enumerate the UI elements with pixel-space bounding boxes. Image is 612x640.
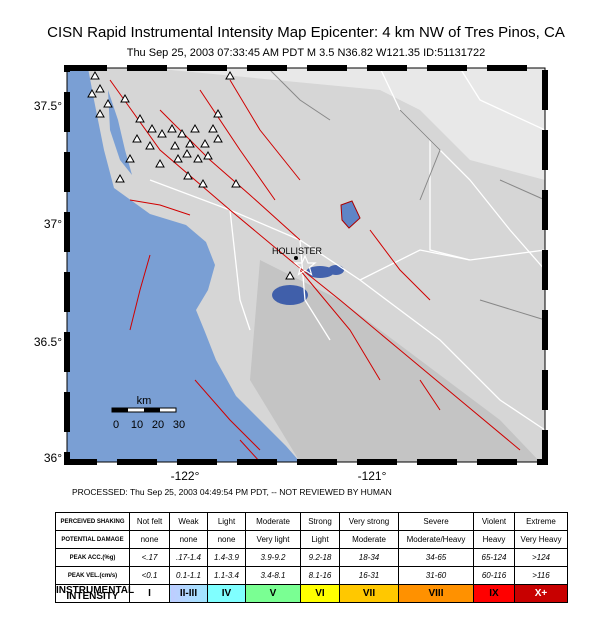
table-cell: .17-1.4 (169, 548, 208, 567)
table-cell: 18-34 (339, 548, 399, 567)
subtitle: Thu Sep 25, 2003 07:33:45 AM PDT M 3.5 N… (127, 47, 486, 59)
table-cell: II-III (169, 584, 208, 603)
table-cell: 3.9-9.2 (245, 548, 301, 567)
map-figure: CISN Rapid Instrumental Intensity Map Ep… (34, 24, 565, 497)
longitude-label: -121° (358, 469, 387, 483)
table-cell: I (129, 584, 170, 603)
table-cell: Light (207, 512, 246, 531)
table-cell: Very strong (339, 512, 399, 531)
table-cell: 34-65 (398, 548, 474, 567)
table-cell: 9.2-18 (300, 548, 340, 567)
row-header: PEAK ACC.(%g) (55, 548, 130, 567)
latitude-label: 37° (44, 217, 62, 231)
table-cell: Heavy (473, 530, 515, 549)
table-cell: 31-60 (398, 566, 474, 585)
table-cell: VII (339, 584, 399, 603)
table-cell: <0.1 (129, 566, 170, 585)
table-cell: Moderate (339, 530, 399, 549)
table-cell: 8.1-16 (300, 566, 340, 585)
table-cell: none (207, 530, 246, 549)
scale-tick-label: 20 (152, 419, 164, 431)
table-cell: Not felt (129, 512, 170, 531)
table-cell: 1.4-3.9 (207, 548, 246, 567)
table-cell: VI (300, 584, 340, 603)
table-row: PERCEIVED SHAKING Not felt Weak Light Modera… (55, 512, 568, 531)
table-cell: >124 (514, 548, 568, 567)
table-row: POTENTIAL DAMAGE none none none Very light Li… (55, 530, 568, 549)
table-cell: Moderate (245, 512, 301, 531)
table-row: INSTRUMENTAL INTENSITY I II-III IV V VI VII VII… (55, 584, 568, 603)
table-cell: Light (300, 530, 340, 549)
table-row: PEAK ACC.(%g) <.17.17-1.4 1.4-3.9 3.9-9.2 9.… (55, 548, 568, 567)
latitude-label: 37.5° (34, 99, 62, 113)
scale-bar: km 0 10 20 30 (111, 395, 185, 431)
table-cell: 3.4-8.1 (245, 566, 301, 585)
processed-note: PROCESSED: Thu Sep 25, 2003 04:49:54 PM … (72, 487, 392, 497)
row-header: PERCEIVED SHAKING (55, 512, 130, 531)
table-cell: >116 (514, 566, 568, 585)
row-header: PEAK VEL.(cm/s) (55, 566, 130, 585)
scale-tick-label: 30 (173, 419, 185, 431)
table-cell: VIII (398, 584, 474, 603)
table-cell: Violent (473, 512, 515, 531)
table-cell: <.17 (129, 548, 170, 567)
latitude-label: 36° (44, 451, 62, 465)
latitude-label: 36.5° (34, 335, 62, 349)
table-cell: none (169, 530, 208, 549)
longitude-label: -122° (171, 469, 200, 483)
table-cell: Moderate/Heavy (398, 530, 474, 549)
table-cell: Very light (245, 530, 301, 549)
table-cell: Extreme (514, 512, 568, 531)
table-cell: 1.1-3.4 (207, 566, 246, 585)
table-cell: IV (207, 584, 246, 603)
intensity-legend-table: PERCEIVED SHAKING Not felt Weak Light Modera… (55, 512, 568, 603)
place-label: HOLLISTER (272, 246, 323, 256)
table-cell: Strong (300, 512, 340, 531)
table-cell: V (245, 584, 301, 603)
scale-tick-label: 10 (131, 419, 143, 431)
scale-tick-label: 0 (113, 419, 119, 431)
table-row: PEAK VEL.(cm/s) <0.1 0.1-1.1 1.1-3.4 3.4-8.1… (55, 566, 568, 585)
table-cell: Severe (398, 512, 474, 531)
table-cell: 0.1-1.1 (169, 566, 208, 585)
table-cell: IX (473, 584, 515, 603)
table-cell: Very Heavy (514, 530, 568, 549)
map-area: HOLLISTER km 0 10 20 30 (64, 65, 548, 465)
table-cell: 60-116 (473, 566, 515, 585)
table-cell: 65-124 (473, 548, 515, 567)
scale-unit: km (137, 395, 152, 407)
row-header: INSTRUMENTAL INTENSITY (55, 584, 135, 603)
table-cell: Weak (169, 512, 208, 531)
title: CISN Rapid Instrumental Intensity Map Ep… (47, 24, 565, 41)
table-cell: none (129, 530, 170, 549)
table-cell: 16-31 (339, 566, 399, 585)
row-header: POTENTIAL DAMAGE (55, 530, 130, 549)
table-cell: X+ (514, 584, 568, 603)
